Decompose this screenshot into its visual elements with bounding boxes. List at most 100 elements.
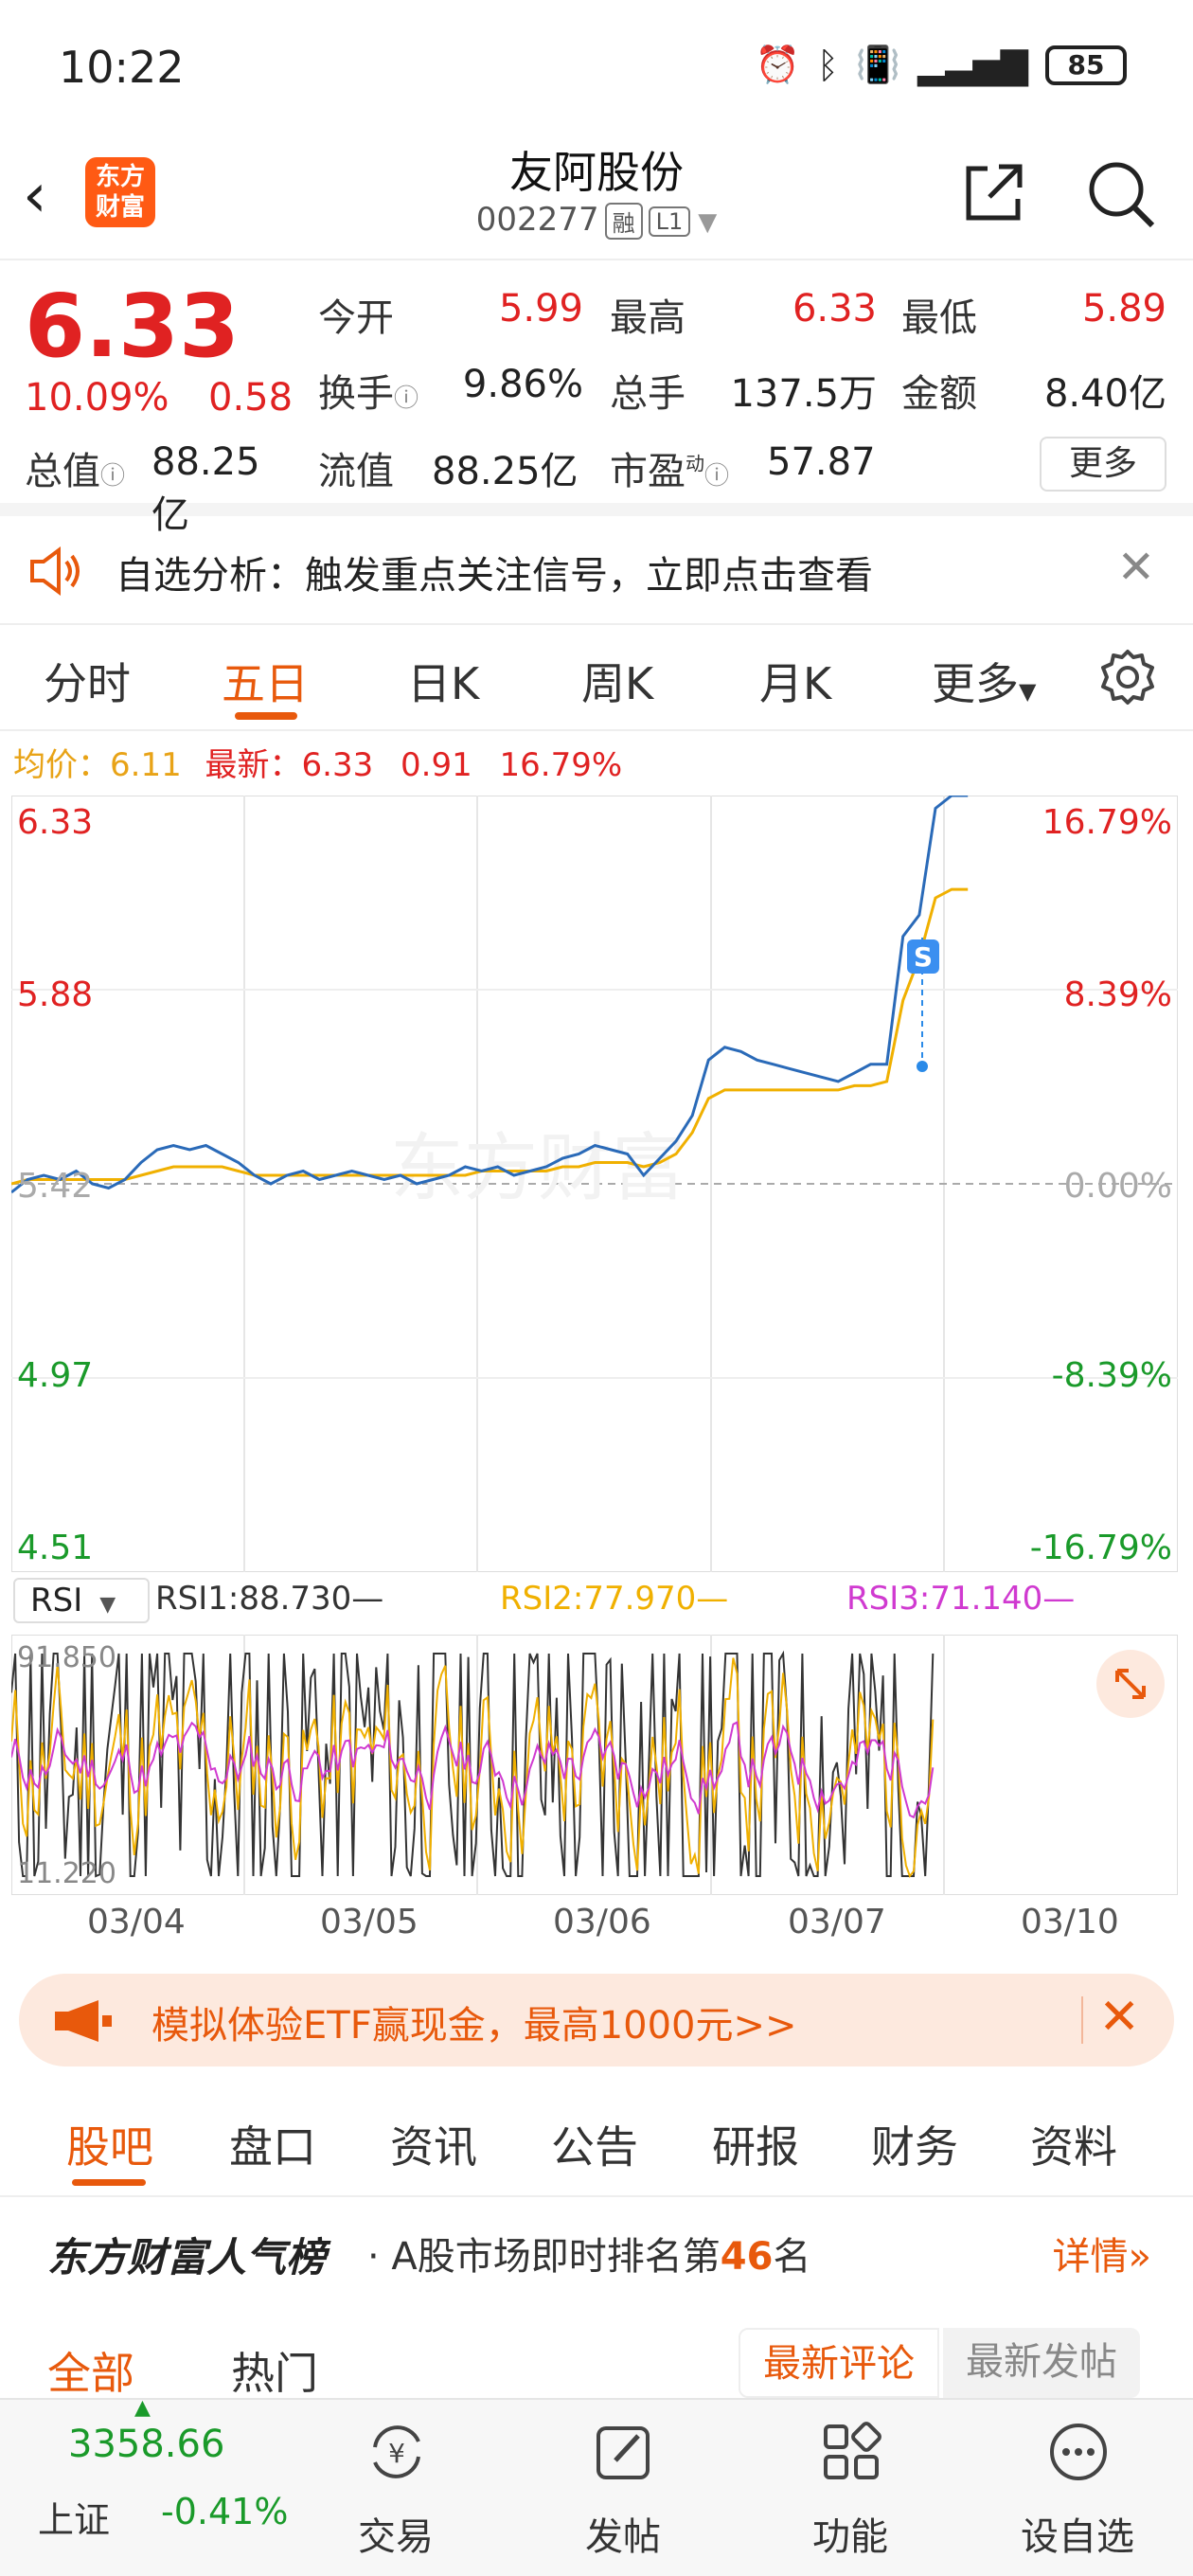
tab-daily-k[interactable]: 日K bbox=[407, 658, 480, 709]
stock-code-row: 002277 融 L1 ▼ bbox=[0, 201, 1193, 240]
promo-banner[interactable]: 模拟体验ETF赢现金，最高1000元>> ✕ bbox=[19, 1974, 1174, 2066]
date-label: 03/10 bbox=[1021, 1903, 1119, 1941]
y-tick-left: 5.88 bbox=[17, 975, 93, 1014]
tab-monthly-k[interactable]: 月K bbox=[759, 658, 832, 709]
dropdown-icon: ▼ bbox=[99, 1593, 116, 1617]
caret-up-icon: ▲ bbox=[134, 2396, 151, 2420]
level-tag[interactable]: L1 bbox=[648, 206, 691, 237]
stock-name: 友阿股份 bbox=[509, 147, 684, 198]
tab-five-day[interactable]: 五日 bbox=[222, 658, 309, 709]
y-tick-right: 0.00% bbox=[1064, 1167, 1172, 1206]
filter-hot[interactable]: 热门 bbox=[231, 2348, 318, 2399]
info-icon[interactable]: ⓘ bbox=[100, 462, 126, 491]
signal-marker[interactable]: S bbox=[907, 938, 939, 1072]
tab-more[interactable]: 更多▼ bbox=[932, 658, 1037, 709]
low-label: 最低 bbox=[901, 296, 977, 340]
change-amount: 0.58 bbox=[208, 376, 294, 420]
chart-tabs: 分时 五日 日K 周K 月K 更多▼ bbox=[0, 627, 1193, 731]
index-ticker[interactable]: ▲ 3358.66 上证 -0.41% bbox=[0, 2396, 288, 2576]
tab-weekly-k[interactable]: 周K bbox=[581, 658, 654, 709]
close-icon[interactable]: ✕ bbox=[1116, 541, 1155, 594]
clock: 10:22 bbox=[59, 42, 185, 93]
mktcap-label: 总值ⓘ bbox=[25, 450, 126, 493]
rsi3-line bbox=[11, 1721, 935, 1819]
alarm-icon: ⏰ bbox=[755, 44, 800, 85]
tab-intraday[interactable]: 分时 bbox=[44, 658, 131, 709]
signal-icon: ▂▃▅▇ bbox=[917, 44, 1028, 86]
info-icon[interactable]: ⓘ bbox=[394, 385, 419, 413]
edit-icon bbox=[596, 2426, 650, 2479]
rsi-legend: RSI ▼ RSI1:88.730— RSI2:77.970— RSI3:71.1… bbox=[13, 1574, 1180, 1631]
sort-latest-post[interactable]: 最新发帖 bbox=[943, 2328, 1140, 2398]
active-tab-indicator bbox=[72, 2179, 146, 2186]
y-tick-right: 8.39% bbox=[1064, 975, 1172, 1014]
date-label: 03/04 bbox=[87, 1903, 186, 1941]
sort-latest-comment[interactable]: 最新评论 bbox=[739, 2328, 939, 2398]
ranking-brand: 东方财富人气榜 bbox=[47, 2234, 327, 2281]
rsi2-label: RSI2:77.970— bbox=[500, 1580, 729, 1618]
post-button[interactable]: 发帖 bbox=[528, 2400, 718, 2576]
index-value: 3358.66 bbox=[68, 2423, 225, 2466]
expand-icon[interactable] bbox=[1096, 1650, 1165, 1718]
dropdown-icon[interactable]: ▼ bbox=[698, 208, 718, 237]
bluetooth-icon: ᛒ bbox=[816, 44, 839, 86]
tab-news[interactable]: 资讯 bbox=[390, 2121, 477, 2173]
grid-icon bbox=[824, 2422, 881, 2479]
open-label: 今开 bbox=[318, 296, 394, 340]
price-summary: 均价：6.11 最新：6.33 0.91 16.79% bbox=[13, 746, 623, 784]
yen-exchange-icon: ¥ bbox=[373, 2425, 420, 2478]
y-tick-left: 4.97 bbox=[17, 1356, 93, 1395]
date-label: 03/07 bbox=[788, 1903, 886, 1941]
tab-pankou[interactable]: 盘口 bbox=[229, 2121, 316, 2173]
indicator-select[interactable]: RSI ▼ bbox=[13, 1578, 150, 1623]
ranking-detail-link[interactable]: 详情» bbox=[1052, 2235, 1151, 2279]
pe-label: 市盈动ⓘ bbox=[610, 450, 730, 493]
y-tick-right: 16.79% bbox=[1042, 803, 1172, 842]
tab-finance[interactable]: 财务 bbox=[871, 2121, 958, 2173]
settings-gear-icon[interactable] bbox=[1098, 648, 1157, 707]
function-button[interactable]: 功能 bbox=[756, 2400, 945, 2576]
search-icon[interactable] bbox=[1084, 157, 1158, 231]
average-price-line bbox=[11, 887, 969, 1186]
tab-research[interactable]: 研报 bbox=[712, 2121, 799, 2173]
tab-profile[interactable]: 资料 bbox=[1030, 2121, 1117, 2173]
status-bar: 10:22 ⏰ ᛒ 📳 ▂▃▅▇ 85 bbox=[0, 0, 1193, 133]
high-label: 最高 bbox=[610, 296, 686, 340]
date-axis: 03/04 03/05 03/06 03/07 03/10 bbox=[0, 1899, 1193, 1946]
float-label: 流值 bbox=[318, 450, 394, 493]
more-button[interactable]: 更多 bbox=[1040, 437, 1166, 492]
divider bbox=[1081, 1996, 1083, 2044]
stock-header: ‹ 东方 财富 友阿股份 002277 融 L1 ▼ bbox=[0, 133, 1193, 260]
stock-code: 002277 bbox=[475, 201, 599, 239]
popularity-ranking[interactable]: 东方财富人气榜 · A股市场即时排名第46名 详情» bbox=[0, 2197, 1193, 2301]
trade-button[interactable]: ¥ 交易 bbox=[301, 2400, 490, 2576]
margin-tag: 融 bbox=[604, 203, 643, 240]
low-value: 5.89 bbox=[1081, 287, 1166, 331]
app-logo: 东方 财富 bbox=[85, 157, 155, 227]
add-watchlist-button[interactable]: 设自选 bbox=[983, 2400, 1172, 2576]
tab-announcements[interactable]: 公告 bbox=[551, 2121, 638, 2173]
info-icon[interactable]: ⓘ bbox=[704, 462, 730, 491]
analysis-alert[interactable]: 自选分析：触发重点关注信号，立即点击查看 ✕ bbox=[0, 516, 1193, 625]
mktcap-value: 88.25亿 bbox=[151, 440, 260, 537]
rsi-top-tick: 91.850 bbox=[17, 1641, 116, 1674]
promo-text: 模拟体验ETF赢现金，最高1000元>> bbox=[151, 2004, 797, 2048]
rank-number: 46 bbox=[720, 2235, 774, 2279]
filter-all[interactable]: 全部 bbox=[47, 2348, 134, 2399]
rsi1-line bbox=[11, 1650, 935, 1878]
y-tick-left: 5.42 bbox=[17, 1167, 93, 1206]
rsi-chart[interactable]: 91.850 11.220 bbox=[11, 1635, 1178, 1895]
active-tab-indicator bbox=[235, 712, 297, 720]
amount-value: 8.40亿 bbox=[1043, 372, 1166, 416]
five-day-price-chart[interactable]: 东方财富 S 6.33 5.88 5.42 4.97 4.51 16.79% 8… bbox=[11, 796, 1178, 1572]
share-icon[interactable] bbox=[961, 159, 1027, 225]
alert-text: 自选分析：触发重点关注信号，立即点击查看 bbox=[116, 554, 873, 598]
index-pct: -0.41% bbox=[161, 2491, 289, 2532]
close-icon[interactable]: ✕ bbox=[1098, 1989, 1140, 2046]
turnover-value: 9.86% bbox=[462, 363, 583, 406]
pe-value: 57.87 bbox=[767, 440, 876, 484]
date-label: 03/05 bbox=[320, 1903, 418, 1941]
y-tick-right: -8.39% bbox=[1052, 1356, 1172, 1395]
back-icon[interactable]: ‹ bbox=[23, 161, 47, 231]
tab-guba[interactable]: 股吧 bbox=[66, 2121, 153, 2173]
